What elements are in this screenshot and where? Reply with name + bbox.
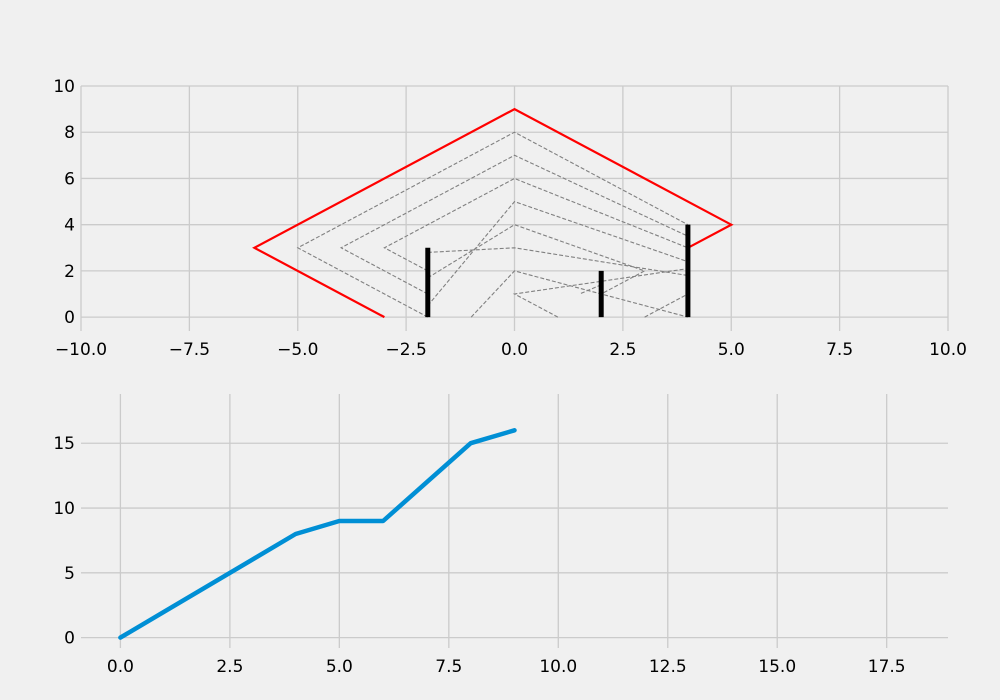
top-axes: −10.0 −7.5 −5.0 −2.5 0.0 2.5 5.0 7.5 10.0 0 2 4 6 8 10 <box>53 77 967 360</box>
y-tick-label: 2 <box>64 262 75 282</box>
y-tick-label: 6 <box>64 169 75 189</box>
x-tick-label: 5.0 <box>326 657 353 677</box>
x-tick-label: 0.0 <box>107 657 134 677</box>
x-tick-label: 17.5 <box>868 657 906 677</box>
y-tick-label: 10 <box>53 499 75 519</box>
y-tick-label: 5 <box>64 564 75 584</box>
bottom-grid <box>81 394 948 648</box>
x-tick-label: 15.0 <box>758 657 796 677</box>
top-tick-labels: −10.0 −7.5 −5.0 −2.5 0.0 2.5 5.0 7.5 10.0 0 2 4 6 8 10 <box>53 77 967 360</box>
x-tick-label: 10.0 <box>929 340 967 360</box>
x-tick-label: −10.0 <box>55 340 107 360</box>
x-tick-label: 5.0 <box>718 340 745 360</box>
x-tick-label: −5.0 <box>277 340 318 360</box>
x-tick-label: 10.0 <box>539 657 577 677</box>
x-tick-label: −7.5 <box>169 340 210 360</box>
top-outline <box>252 107 734 319</box>
top-vertical-bars <box>425 224 691 318</box>
dashed-line <box>427 247 688 277</box>
x-tick-label: 2.5 <box>609 340 636 360</box>
bottom-series <box>118 428 517 640</box>
y-tick-label: 10 <box>53 77 75 97</box>
outline-line <box>252 107 734 319</box>
dashed-line <box>579 284 602 295</box>
bottom-tick-labels: 0.0 2.5 5.0 7.5 10.0 12.5 15.0 17.5 0 5 10 15 <box>53 434 905 677</box>
dashed-line <box>644 293 689 318</box>
dashed-line <box>427 224 646 295</box>
dashed-line <box>427 200 689 306</box>
x-tick-label: 2.5 <box>216 657 243 677</box>
bottom-axes: 0.0 2.5 5.0 7.5 10.0 12.5 15.0 17.5 0 5 10 15 <box>53 394 948 677</box>
x-tick-label: 12.5 <box>649 657 687 677</box>
series-line <box>118 428 517 640</box>
x-tick-label: −2.5 <box>385 340 426 360</box>
y-tick-label: 0 <box>64 629 75 649</box>
dashed-line <box>339 154 689 295</box>
dashed-line <box>383 177 689 272</box>
x-tick-label: 7.5 <box>435 657 462 677</box>
dashed-line <box>296 131 689 318</box>
y-tick-label: 8 <box>64 123 75 143</box>
y-tick-label: 0 <box>64 308 75 328</box>
top-dashed-lines <box>296 131 689 318</box>
x-tick-label: 0.0 <box>501 340 528 360</box>
x-tick-label: 7.5 <box>826 340 853 360</box>
y-tick-label: 4 <box>64 216 75 236</box>
y-tick-label: 15 <box>53 434 75 454</box>
dashed-line <box>512 268 688 318</box>
dashed-line <box>470 270 689 318</box>
